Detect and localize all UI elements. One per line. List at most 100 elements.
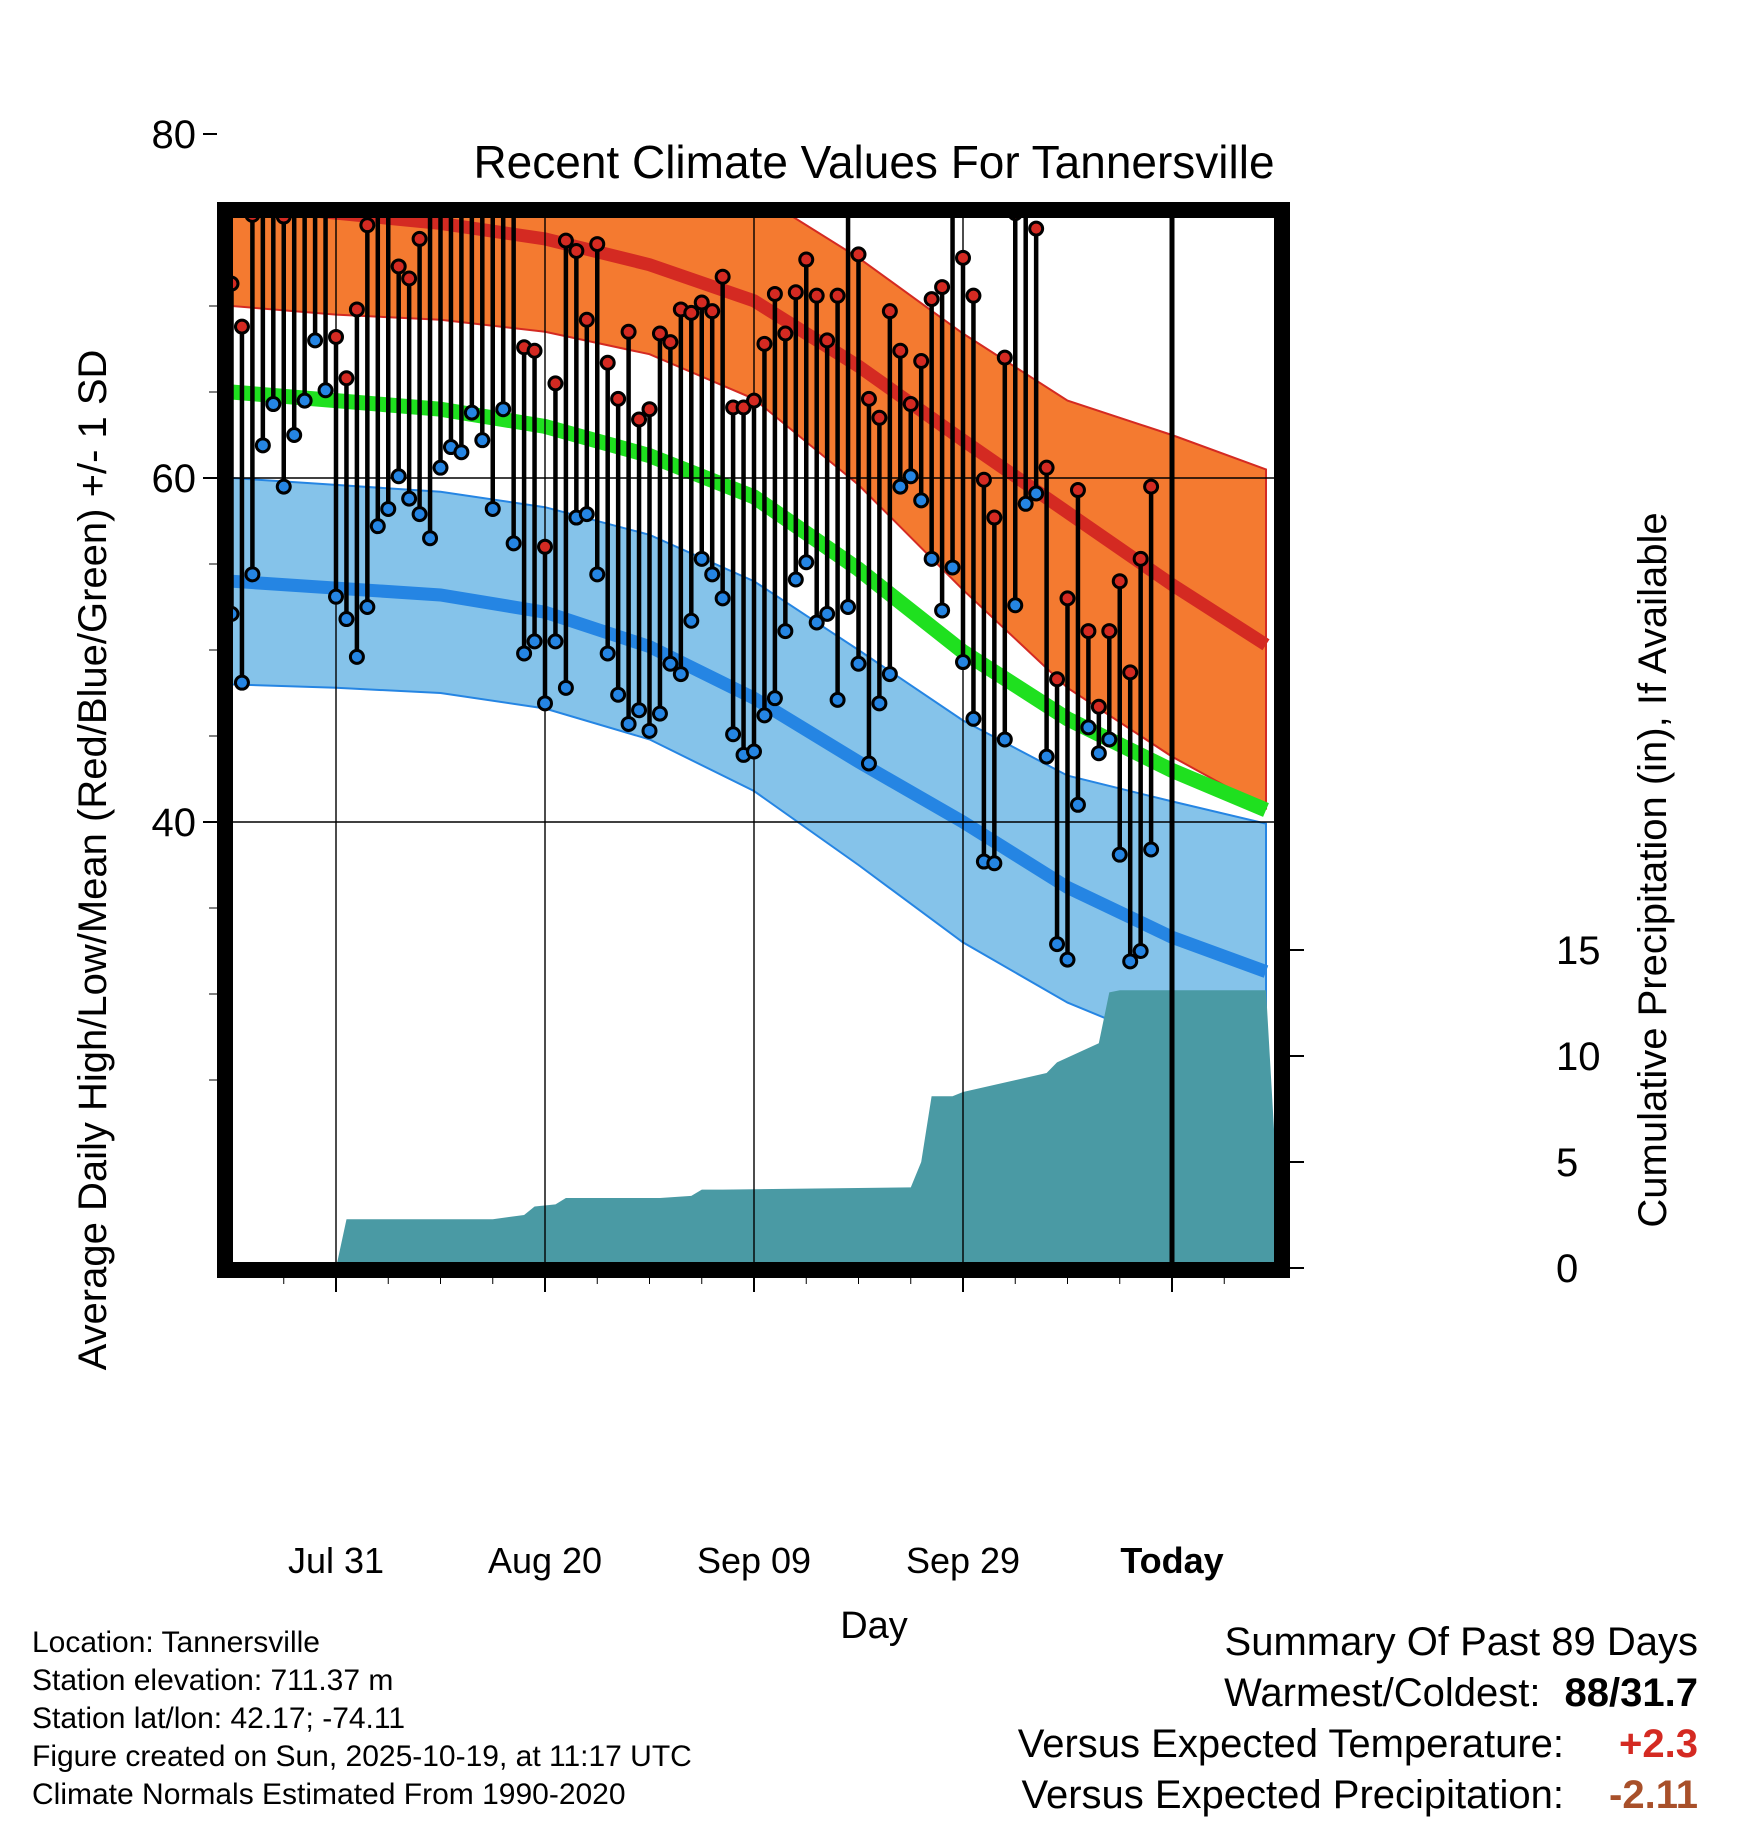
low-temp-point (1111, 846, 1128, 863)
high-temp-point (1028, 220, 1045, 237)
low-temp-point (693, 550, 710, 567)
low-temp-point (1038, 748, 1055, 765)
low-temp-point (369, 518, 386, 535)
high-temp-point (620, 323, 637, 340)
y-right-tick-label: 5 (1556, 1141, 1578, 1185)
high-temp-point (309, 0, 322, 5)
low-temp-point (860, 755, 877, 772)
low-temp-point (578, 506, 595, 523)
high-temp-point (371, 188, 384, 201)
high-temp-point (631, 411, 648, 428)
low-temp-point (631, 702, 648, 719)
high-temp-point (1111, 573, 1128, 590)
high-temp-point (965, 287, 982, 304)
created-text: Figure created on Sun, 2025-10-19, at 11… (32, 1740, 692, 1773)
precip-area (225, 990, 1282, 1268)
low-temp-point (986, 855, 1003, 872)
high-temp-point (756, 335, 773, 352)
x-tick-label: Today (1120, 1540, 1223, 1581)
low-temp-point (390, 468, 407, 485)
low-temp-point (505, 535, 522, 552)
high-temp-point (476, 105, 489, 118)
low-temp-point (286, 427, 303, 443)
low-temp-point (902, 468, 919, 485)
low-temp-point (1080, 719, 1097, 736)
plot-area: 90 Days Jul 31 Aug 20 Sep 09 Sep 29 Today 40 60 8… (152, 0, 1601, 1581)
low-temp-point (1132, 943, 1149, 959)
low-temp-point (338, 611, 355, 628)
summary-title: Summary Of Past 89 Days (1224, 1620, 1698, 1664)
summary-panel: Summary Of Past 89 Days Warmest/Coldest:… (1018, 1620, 1698, 1824)
low-temp-point (746, 743, 762, 760)
period-label-line: 90 (1180, 1371, 1218, 1409)
high-temp-point (348, 301, 365, 318)
high-temp-point (288, 186, 301, 199)
high-temp-point (777, 325, 794, 342)
low-temp-point (819, 605, 836, 622)
low-temp-point (798, 554, 815, 571)
normals-text: Climate Normals Estimated From 1990-2020 (32, 1778, 626, 1811)
station-info: Location: Tannersville Station elevation… (32, 1624, 692, 1814)
high-temp-point (923, 291, 940, 308)
high-temp-point (557, 232, 574, 249)
low-temp-point (725, 726, 742, 743)
x-tick-label: Jul 31 (288, 1540, 384, 1581)
high-temp-point (881, 303, 898, 320)
plot-content: 90 Days (225, 0, 1282, 1454)
low-temp-point (777, 623, 794, 640)
high-temp-point (787, 284, 804, 301)
low-temp-point (1090, 745, 1107, 762)
high-temp-point (651, 325, 668, 342)
low-temp-point (463, 404, 480, 421)
high-temp-point (1122, 664, 1139, 681)
high-temp-point (892, 342, 909, 359)
y-right-tick-label: 0 (1556, 1247, 1578, 1291)
high-temp-point (390, 258, 407, 275)
period-label-line: Days (1180, 1416, 1261, 1454)
low-temp-point (683, 612, 700, 629)
high-temp-point (411, 230, 428, 247)
low-temp-point (641, 722, 658, 739)
high-temp-point (714, 268, 731, 285)
high-temp-point (298, 74, 311, 87)
low-temp-point (756, 707, 773, 724)
high-temp-point (547, 375, 564, 392)
warm-cold-value: 88/31.7 (1564, 1671, 1698, 1715)
high-temp-point (434, 124, 447, 137)
high-temp-point (871, 409, 888, 426)
low-temp-point (1143, 841, 1160, 858)
low-temp-point (328, 588, 344, 605)
location-text: Location: Tannersville (32, 1626, 320, 1659)
low-temp-point (359, 599, 376, 615)
low-temp-point (537, 695, 553, 712)
high-temp-point (1143, 478, 1160, 495)
high-temp-point (902, 396, 919, 413)
low-temp-point (1069, 796, 1086, 813)
y-axis-label-left: Average Daily High/Low/Mean (Red/Blue/Gr… (71, 350, 115, 1371)
low-temp-point (317, 382, 334, 399)
low-temp-point (871, 695, 888, 712)
low-temp-point (1155, 0, 1168, 7)
low-temp-point (944, 559, 961, 576)
low-temp-point (704, 566, 721, 583)
y-right-tick-label: 15 (1556, 929, 1601, 973)
plot-frame (217, 202, 1290, 1278)
low-temp-point (1101, 731, 1118, 748)
temp-anomaly-label: Versus Expected Temperature: (1017, 1722, 1564, 1766)
low-temp-point (307, 332, 324, 349)
high-temp-point (455, 98, 468, 111)
low-temp-point (808, 614, 825, 631)
precip-anomaly-label: Versus Expected Precipitation: (1021, 1773, 1564, 1817)
low-temp-point (1059, 951, 1076, 968)
chart-title: Recent Climate Values For Tannersville (473, 136, 1274, 188)
high-temp-point (798, 251, 815, 268)
low-temp-point (557, 679, 574, 696)
low-temp-point (1017, 495, 1034, 512)
low-temp-point (254, 437, 271, 454)
high-temp-point (819, 332, 836, 349)
high-temp-point (328, 328, 344, 345)
high-temp-point (610, 390, 627, 407)
low-temp-point (296, 392, 313, 409)
low-temp-point (484, 500, 501, 517)
low-temp-point (672, 666, 689, 683)
